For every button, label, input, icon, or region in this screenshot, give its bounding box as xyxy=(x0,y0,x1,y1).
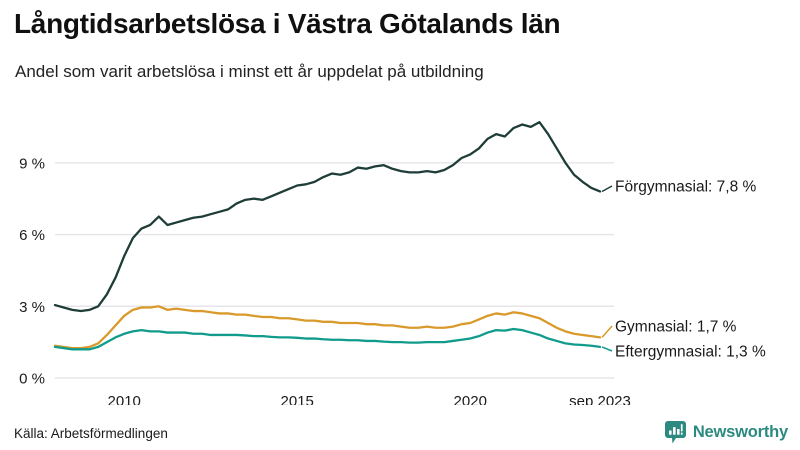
x-tick-label: 2020 xyxy=(454,393,487,405)
newsworthy-logo[interactable]: Newsworthy xyxy=(664,421,788,444)
x-axis-labels-group: 2010 2015 2020 sep 2023 xyxy=(108,393,631,405)
y-tick-label: 9 % xyxy=(19,155,45,172)
y-tick-label: 6 % xyxy=(19,227,45,244)
series-line-förgymnasial xyxy=(53,120,602,313)
series-annotations-group: Förgymnasial: 7,8 % Gymnasial: 1,7 % Efter… xyxy=(601,179,766,361)
page-title: Långtidsarbetslösa i Västra Götalands lä… xyxy=(14,8,561,39)
page-subtitle: Andel som varit arbetslösa i minst ett å… xyxy=(15,62,484,81)
series-annotation-forgymnasial: Förgymnasial: 7,8 % xyxy=(615,179,756,196)
line-chart: 0 % 3 % 6 % 9 % 2010 2015 2020 sep 2023 Förgym… xyxy=(0,95,800,405)
series-line-eftergymnasial xyxy=(53,327,602,351)
annotation-leader-line xyxy=(601,185,613,193)
data-lines-group xyxy=(53,120,602,351)
logo-wordmark: Newsworthy xyxy=(692,423,788,441)
series-annotation-eftergymnasial: Eftergymnasial: 1,3 % xyxy=(615,344,766,361)
y-tick-label: 0 % xyxy=(19,371,45,388)
y-tick-label: 3 % xyxy=(19,299,45,316)
x-tick-label: 2010 xyxy=(108,393,141,405)
chart-svg: 0 % 3 % 6 % 9 % 2010 2015 2020 sep 2023 Förgym… xyxy=(19,120,766,405)
series-line-gymnasial xyxy=(53,305,602,350)
annotation-leader-line xyxy=(601,325,613,338)
x-tick-label: 2015 xyxy=(281,393,314,405)
y-axis-labels-group: 0 % 3 % 6 % 9 % xyxy=(19,155,45,387)
x-tick-label: sep 2023 xyxy=(569,393,631,405)
bar-chart-bubble-icon xyxy=(664,421,686,444)
gridlines-group xyxy=(55,162,614,379)
annotation-leader-line xyxy=(601,346,613,352)
series-annotation-gymnasial: Gymnasial: 1,7 % xyxy=(615,319,737,336)
source-caption: Källa: Arbetsförmedlingen xyxy=(14,426,168,441)
